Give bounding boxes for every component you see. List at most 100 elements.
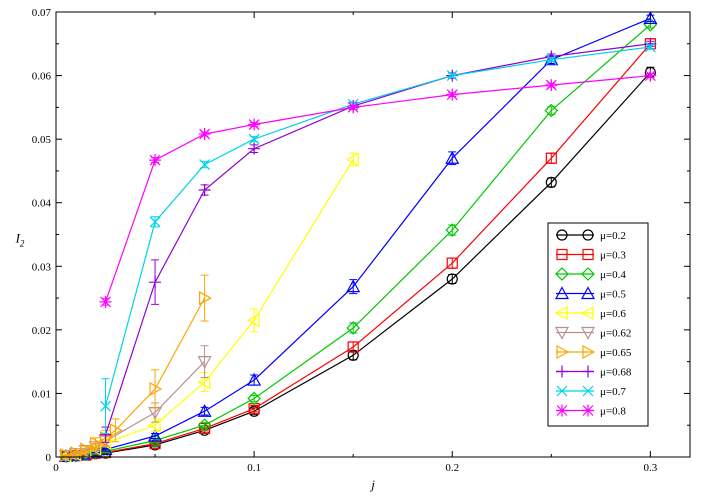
legend-marker bbox=[582, 404, 594, 417]
legend-marker bbox=[582, 229, 594, 241]
legend-entry: μ=0.8 bbox=[556, 404, 626, 418]
x-axis-label: j bbox=[369, 477, 375, 492]
data-point bbox=[545, 79, 558, 92]
legend-label: μ=0.6 bbox=[600, 308, 626, 320]
data-point bbox=[544, 103, 559, 118]
legend-marker bbox=[556, 365, 568, 378]
data-point bbox=[445, 223, 460, 237]
legend-marker bbox=[582, 344, 596, 360]
series-9 bbox=[99, 69, 657, 308]
data-point bbox=[198, 184, 211, 196]
data-point bbox=[248, 118, 261, 131]
data-point bbox=[247, 372, 262, 386]
error-bar bbox=[61, 453, 70, 457]
y-tick-label: 0 bbox=[46, 452, 52, 464]
error-bar bbox=[151, 369, 160, 409]
series-line bbox=[104, 75, 651, 303]
legend-marker bbox=[580, 286, 596, 300]
y-tick-label: 0.04 bbox=[32, 198, 52, 210]
data-point bbox=[80, 442, 93, 457]
legend-marker bbox=[556, 229, 568, 241]
legend-entry: μ=0.4 bbox=[555, 267, 626, 281]
plot-area bbox=[58, 11, 658, 464]
legend-marker bbox=[555, 267, 569, 281]
legend-entry: μ=0.3 bbox=[556, 248, 626, 262]
y-tick-label: 0.06 bbox=[32, 71, 52, 83]
data-point bbox=[198, 128, 211, 141]
data-point bbox=[643, 11, 658, 24]
data-point bbox=[446, 70, 458, 81]
series-4 bbox=[58, 152, 359, 463]
y-axis-label-subscript: 2 bbox=[20, 239, 25, 249]
data-point bbox=[445, 150, 460, 164]
data-point bbox=[446, 273, 458, 285]
x-tick-label: 0.3 bbox=[644, 462, 658, 474]
x-tick-label: 0.1 bbox=[247, 462, 261, 474]
legend-marker bbox=[580, 326, 596, 340]
legend-marker bbox=[580, 305, 594, 321]
error-bar bbox=[111, 418, 120, 443]
x-tick-label: 0.2 bbox=[445, 462, 459, 474]
data-point bbox=[149, 154, 162, 167]
series-line bbox=[104, 43, 651, 435]
y-axis-label: I2 bbox=[15, 231, 25, 249]
error-bar bbox=[200, 274, 209, 322]
data-point bbox=[197, 418, 212, 433]
data-point bbox=[545, 152, 557, 164]
legend-entry: μ=0.62 bbox=[554, 326, 631, 340]
legend-label: μ=0.8 bbox=[600, 406, 626, 418]
data-point bbox=[545, 176, 557, 188]
data-point bbox=[149, 216, 161, 228]
error-bar bbox=[250, 308, 259, 333]
data-point bbox=[148, 428, 163, 442]
legend-label: μ=0.62 bbox=[600, 328, 631, 340]
y-tick-label: 0.05 bbox=[32, 134, 52, 146]
legend-marker bbox=[556, 404, 568, 417]
legend-entry: μ=0.65 bbox=[556, 344, 632, 360]
legend-marker bbox=[554, 326, 570, 340]
x-tick-label: 0 bbox=[53, 462, 59, 474]
data-point bbox=[197, 403, 212, 417]
data-point bbox=[346, 279, 361, 293]
error-bar bbox=[151, 432, 160, 440]
data-point bbox=[99, 295, 112, 308]
data-point bbox=[545, 54, 557, 66]
series-7 bbox=[99, 37, 657, 443]
data-point bbox=[346, 321, 361, 335]
data-point bbox=[347, 101, 360, 114]
legend-marker bbox=[582, 385, 594, 397]
legend-label: μ=0.7 bbox=[600, 386, 626, 398]
y-tick-label: 0.07 bbox=[32, 7, 52, 19]
data-point bbox=[149, 381, 163, 396]
data-point bbox=[345, 152, 359, 167]
legend-entry: μ=0.5 bbox=[554, 286, 626, 301]
legend-marker bbox=[556, 385, 568, 397]
data-point bbox=[98, 442, 113, 455]
error-bar bbox=[200, 406, 209, 416]
data-point bbox=[248, 133, 260, 145]
legend-label: μ=0.3 bbox=[600, 250, 626, 262]
legend-marker bbox=[582, 365, 594, 378]
data-point bbox=[248, 142, 261, 155]
y-tick-label: 0.01 bbox=[32, 388, 51, 400]
error-bar bbox=[200, 345, 209, 379]
data-point bbox=[347, 341, 359, 353]
data-point bbox=[197, 374, 211, 389]
data-point bbox=[644, 69, 657, 82]
legend-entry: μ=0.6 bbox=[554, 305, 626, 321]
legend-entry: μ=0.2 bbox=[556, 229, 626, 242]
data-point bbox=[198, 291, 212, 306]
data-point bbox=[109, 423, 123, 438]
data-point bbox=[197, 356, 212, 369]
data-point bbox=[70, 446, 84, 461]
legend-marker bbox=[556, 248, 568, 261]
data-point bbox=[199, 159, 211, 170]
legend-label: μ=0.2 bbox=[600, 230, 626, 242]
legend-label: μ=0.4 bbox=[600, 269, 626, 281]
legend-label: μ=0.68 bbox=[600, 367, 632, 379]
data-point bbox=[446, 257, 458, 269]
y-tick-label: 0.03 bbox=[32, 261, 52, 273]
y-tick-label: 0.02 bbox=[32, 325, 51, 337]
legend: μ=0.2 μ=0.3 μ=0.4 μ=0.5 μ=0.6 μ=0.62 μ=0.65 μ=0… bbox=[547, 222, 649, 427]
legend-label: μ=0.65 bbox=[600, 347, 632, 359]
